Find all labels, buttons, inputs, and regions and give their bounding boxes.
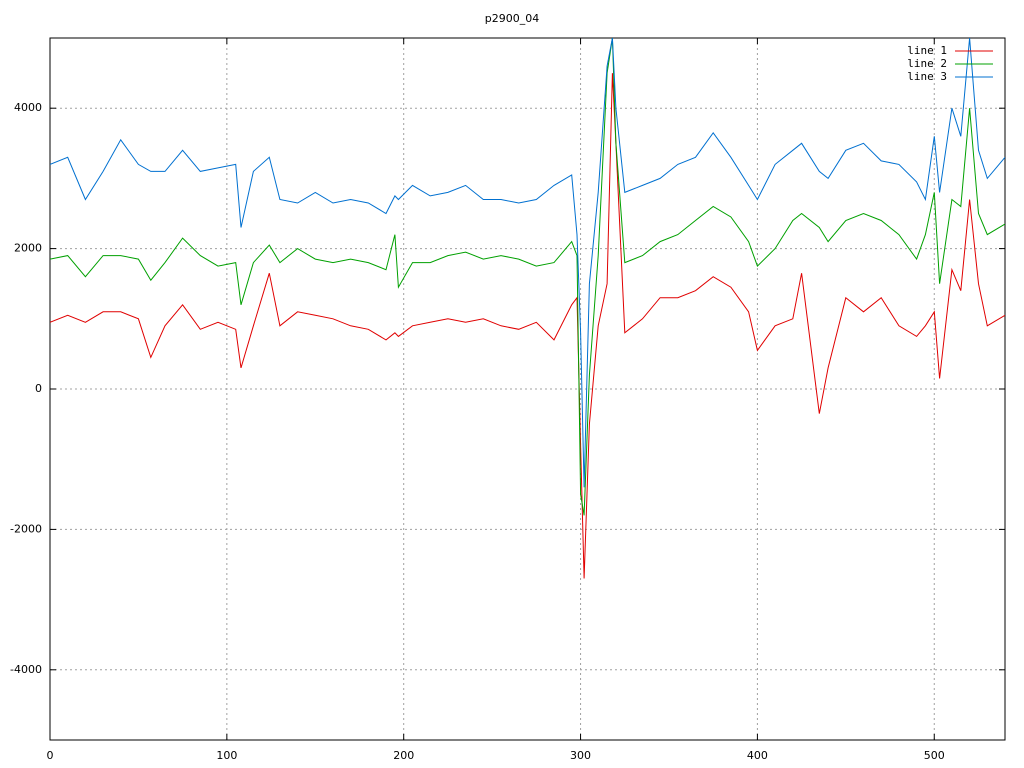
legend-label: line 1 — [907, 44, 947, 57]
series-line — [50, 38, 1005, 516]
legend-label: line 2 — [907, 57, 947, 70]
legend-label: line 3 — [907, 70, 947, 83]
plot-area — [50, 38, 1005, 579]
series-line — [50, 38, 1005, 488]
y-tick-label: -4000 — [10, 663, 42, 676]
x-tick-label: 0 — [47, 749, 54, 762]
x-tick-label: 300 — [570, 749, 591, 762]
x-tick-label: 200 — [393, 749, 414, 762]
y-tick-label: 0 — [35, 382, 42, 395]
y-tick-label: -2000 — [10, 522, 42, 535]
y-tick-label: 4000 — [14, 101, 42, 114]
series-line — [50, 73, 1005, 579]
y-tick-label: 2000 — [14, 242, 42, 255]
plot-frame — [49, 37, 1006, 741]
x-tick-label: 100 — [216, 749, 237, 762]
chart-title: p2900_04 — [485, 12, 539, 25]
x-tick-label: 400 — [747, 749, 768, 762]
x-tick-label: 500 — [924, 749, 945, 762]
